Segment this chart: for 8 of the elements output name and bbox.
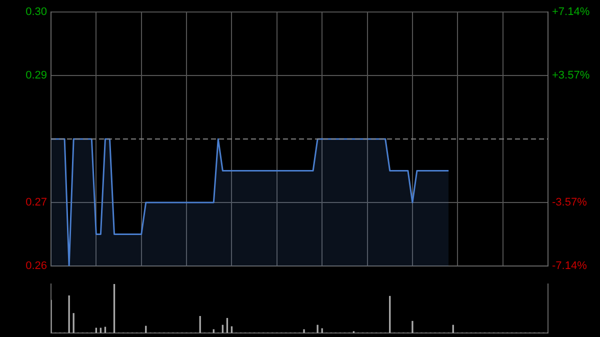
y-tick-label: 0.29 [26, 70, 47, 82]
y-tick-label: 0.27 [26, 196, 47, 209]
y-tick-label: 0.30 [26, 6, 47, 18]
y2-tick-label: -7.14% [552, 260, 588, 272]
y2-tick-label: +7.14% [552, 6, 590, 18]
y2-tick-label: -3.57% [552, 196, 588, 209]
y-tick-label: 0.26 [26, 260, 47, 272]
y2-tick-label: +3.57% [552, 70, 590, 82]
